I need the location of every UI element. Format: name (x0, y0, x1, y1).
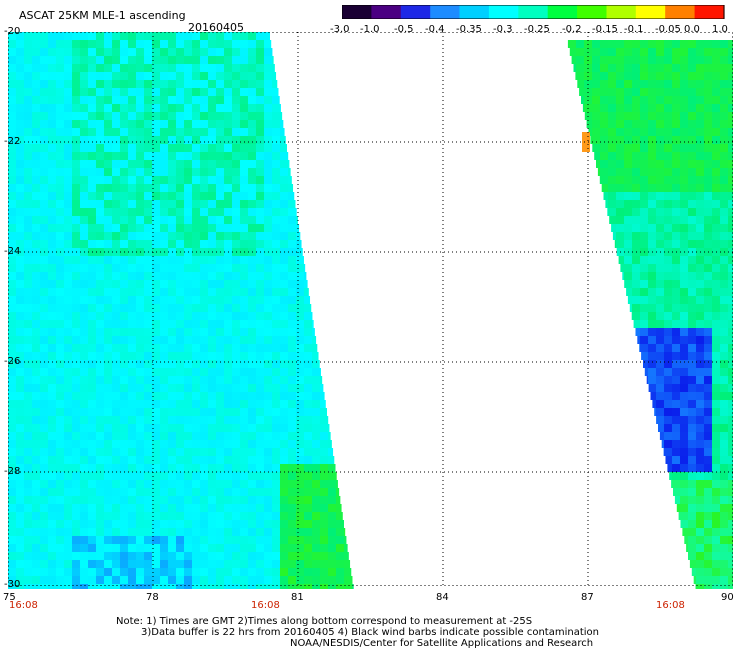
wind-map (8, 32, 733, 589)
time-label: 16:08 (251, 600, 280, 611)
note-line-3: NOAA/NESDIS/Center for Satellite Applica… (290, 638, 594, 649)
lon-label: 81 (291, 592, 304, 603)
colorbar-label: -0.25 (524, 24, 550, 35)
product-date: 20160405 (188, 21, 244, 34)
colorbar-cell (342, 5, 372, 19)
swath-hotspot (582, 132, 590, 152)
colorbar-cell (694, 5, 725, 19)
lat-label: -28 (4, 466, 21, 477)
lat-label: -22 (4, 136, 21, 147)
color-scale-bar (342, 5, 725, 19)
note-line-1: Note: 1) Times are GMT 2)Times along bot… (116, 616, 533, 627)
lat-label: -26 (4, 356, 21, 367)
colorbar-label: -0.1 (624, 24, 644, 35)
colorbar-cell (606, 5, 637, 19)
swath-right (567, 40, 733, 589)
map-frame (8, 32, 733, 586)
colorbar-label: -3.0 (330, 24, 350, 35)
colorbar-label: -0.15 (592, 24, 618, 35)
colorbar-label: -0.2 (562, 24, 582, 35)
colorbar-label: -1.0 (360, 24, 380, 35)
graticule (8, 32, 733, 586)
time-label: 16:08 (656, 600, 685, 611)
colorbar-cell (488, 5, 519, 19)
swath-left (8, 32, 354, 589)
colorbar-label: -0.4 (425, 24, 445, 35)
time-label: 16:08 (9, 600, 38, 611)
colorbar-cell (577, 5, 608, 19)
product-title: ASCAT 25KM MLE-1 ascending (19, 9, 186, 22)
colorbar-label: -0.05 (655, 24, 681, 35)
lat-label: -24 (4, 246, 21, 257)
colorbar-label: -0.5 (394, 24, 414, 35)
colorbar-cell (635, 5, 666, 19)
lon-label: 78 (146, 592, 159, 603)
colorbar-cell (547, 5, 578, 19)
lat-label: -30 (4, 579, 21, 590)
lat-label: -20 (4, 26, 21, 37)
colorbar-label: 0.0 (684, 24, 700, 35)
colorbar-cell (459, 5, 490, 19)
lon-label: 87 (581, 592, 594, 603)
colorbar-cell (371, 5, 402, 19)
colorbar-cell (400, 5, 431, 19)
colorbar-cell (518, 5, 549, 19)
colorbar-cell (665, 5, 696, 19)
colorbar-label: -0.3 (493, 24, 513, 35)
lon-label: 75 (3, 592, 16, 603)
colorbar-label: 1.0 (712, 24, 728, 35)
lon-label: 84 (436, 592, 449, 603)
note-line-2: 3)Data buffer is 22 hrs from 20160405 4)… (141, 627, 599, 638)
lon-label: 90 (721, 592, 734, 603)
colorbar-cell (430, 5, 461, 19)
colorbar-label: -0.35 (456, 24, 482, 35)
